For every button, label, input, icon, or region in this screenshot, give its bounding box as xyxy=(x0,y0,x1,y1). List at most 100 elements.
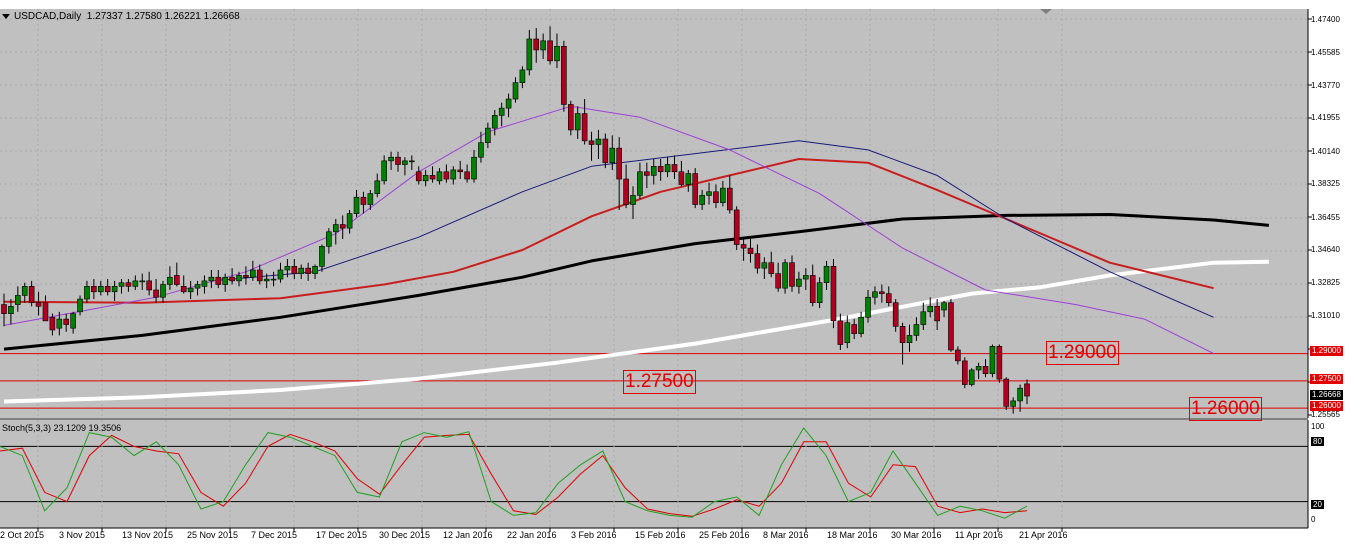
candle xyxy=(187,280,194,300)
time-label: 12 Jan 2016 xyxy=(443,530,493,540)
candle-body xyxy=(796,278,802,287)
candle xyxy=(526,29,533,76)
candle-body xyxy=(581,113,588,142)
ohlc-values: 1.27337 1.27580 1.26221 1.26668 xyxy=(86,11,240,22)
candle-body xyxy=(844,322,851,344)
candle-body xyxy=(899,326,906,344)
level-price-marker: 1.29000 xyxy=(1310,346,1343,356)
candle xyxy=(837,313,844,350)
candle xyxy=(809,264,816,307)
candle-body xyxy=(21,286,28,296)
candle xyxy=(56,311,63,336)
candle-body xyxy=(443,171,450,180)
candle xyxy=(733,206,740,250)
candle-body xyxy=(927,306,934,313)
candle-body xyxy=(671,164,678,173)
candle xyxy=(63,313,70,332)
candle xyxy=(485,122,491,149)
candle-body xyxy=(339,224,346,229)
candle-body xyxy=(97,286,104,293)
candle-body xyxy=(968,369,975,385)
candle-body xyxy=(699,195,705,205)
candle xyxy=(319,244,325,272)
time-label: 8 Mar 2016 xyxy=(763,530,809,540)
scroll-handle-icon[interactable] xyxy=(1040,9,1052,14)
candle xyxy=(595,129,602,160)
candle-body xyxy=(540,40,546,51)
candle xyxy=(885,286,892,307)
candle xyxy=(782,259,788,294)
candle xyxy=(955,346,961,365)
candle xyxy=(291,259,298,280)
symbol-title: USDCAD,Daily 1.27337 1.27580 1.26221 1.2… xyxy=(2,11,240,22)
candle-body xyxy=(326,231,332,247)
candle-body xyxy=(194,284,201,289)
candle-body xyxy=(464,171,470,180)
candle-body xyxy=(609,147,616,163)
stoch-scale-label: 80 xyxy=(1311,437,1324,446)
time-label: 18 Mar 2016 xyxy=(827,530,878,540)
candle-body xyxy=(201,280,208,287)
candle-body xyxy=(208,276,215,282)
candle xyxy=(236,271,242,287)
candle xyxy=(49,313,56,336)
stoch-scale-label: 20 xyxy=(1311,500,1324,509)
candle-body xyxy=(312,266,318,274)
candle xyxy=(554,33,560,69)
candle-body xyxy=(353,196,360,214)
candle xyxy=(478,131,484,163)
candle-body xyxy=(167,276,173,285)
candle xyxy=(906,324,913,352)
candle xyxy=(415,166,422,185)
candle-body xyxy=(920,311,927,325)
candle-body xyxy=(644,171,650,176)
stoch-signal-line xyxy=(0,433,1028,517)
candle-body xyxy=(547,40,553,62)
candle-body xyxy=(104,286,111,293)
candle-body xyxy=(519,69,526,83)
candle-body xyxy=(49,316,56,331)
candle xyxy=(353,189,360,218)
menu-arrow-icon[interactable] xyxy=(2,13,10,19)
candle-body xyxy=(63,318,70,325)
candle xyxy=(699,189,705,210)
candle-body xyxy=(692,173,699,205)
candle-body xyxy=(118,282,125,287)
candle-body xyxy=(319,246,325,267)
candle xyxy=(602,133,609,169)
candle xyxy=(471,149,477,183)
candle-body xyxy=(491,115,498,129)
candle-body xyxy=(374,180,381,194)
candle xyxy=(830,259,837,329)
candle-body xyxy=(215,276,222,285)
candle-body xyxy=(996,346,1003,380)
candle xyxy=(664,157,671,178)
candle-body xyxy=(1024,383,1030,397)
candle xyxy=(975,362,982,380)
stoch-scale-label: 100 xyxy=(1311,422,1325,431)
candle xyxy=(968,368,975,387)
candle-body xyxy=(782,262,788,289)
candle xyxy=(28,280,35,307)
main-grid xyxy=(0,9,1308,418)
candle-body xyxy=(367,193,374,205)
candle-body xyxy=(775,273,781,289)
candle-body xyxy=(402,160,408,165)
candle-body xyxy=(422,175,429,182)
candle xyxy=(284,259,291,278)
candle-body xyxy=(879,291,885,294)
candle xyxy=(948,299,954,352)
candle-body xyxy=(381,160,387,182)
candle-body xyxy=(478,142,484,158)
candle xyxy=(1017,384,1023,412)
candle xyxy=(436,168,443,185)
candle xyxy=(692,168,699,209)
candle xyxy=(567,100,574,136)
candle xyxy=(402,157,408,176)
candle xyxy=(367,189,374,210)
candle-body xyxy=(554,45,560,62)
level-price-marker: 1.27500 xyxy=(1310,374,1343,384)
candle-body xyxy=(982,366,989,374)
candle-body xyxy=(153,289,159,298)
candle xyxy=(346,209,353,234)
